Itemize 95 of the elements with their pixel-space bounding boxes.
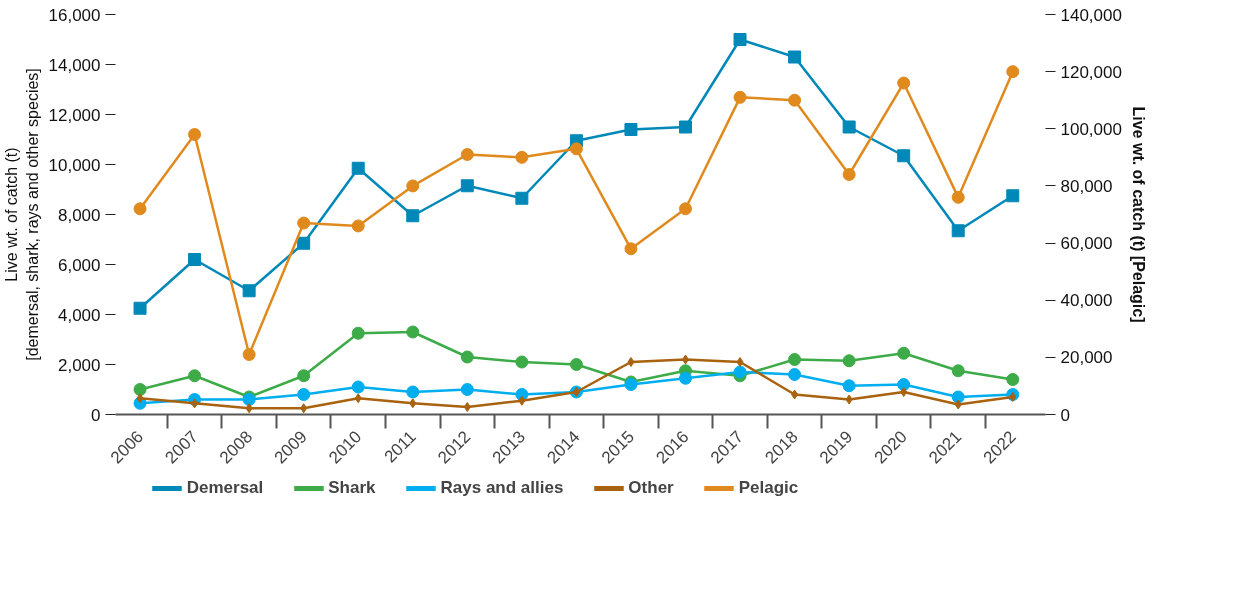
point (133, 202, 147, 216)
point (351, 219, 365, 233)
point (951, 224, 965, 238)
point (406, 325, 420, 339)
point (1009, 392, 1017, 402)
point (463, 402, 471, 412)
point (627, 357, 635, 367)
legend-label: Rays and allies (440, 478, 564, 498)
point (733, 90, 747, 104)
y-tick-label: 12,000 (48, 105, 101, 125)
point (679, 202, 692, 216)
point (515, 150, 529, 164)
point (242, 284, 256, 298)
y-tick-label: 8,000 (57, 205, 101, 225)
point (406, 179, 420, 193)
point (624, 123, 638, 136)
point (788, 353, 802, 366)
point (297, 216, 311, 230)
y2-tick-label: 60,000 (1060, 234, 1113, 254)
point (460, 179, 474, 193)
y-tick-label: 10,000 (48, 155, 101, 175)
y2-tick-label: 20,000 (1060, 348, 1113, 368)
point (897, 378, 911, 391)
y2-tick-label: 40,000 (1060, 291, 1113, 311)
point (188, 253, 202, 266)
point (136, 393, 144, 404)
point (460, 383, 474, 396)
point (351, 326, 365, 340)
point (191, 398, 199, 409)
point (900, 387, 908, 397)
point (791, 389, 799, 400)
point (788, 50, 802, 64)
point (300, 403, 308, 414)
y-axis-title: Live wt. of catch (t) [demersal, shark, rays and other species] (3, 68, 41, 361)
point (951, 190, 965, 204)
point (569, 142, 583, 156)
point (406, 209, 420, 223)
y-tick-label: 0 (91, 405, 101, 425)
legend-label: Shark (328, 478, 376, 498)
point (842, 379, 856, 393)
point (679, 371, 692, 385)
y-tick-label: 2,000 (57, 355, 101, 375)
point (354, 393, 362, 404)
point (242, 348, 256, 361)
point (1006, 189, 1020, 203)
point (842, 120, 856, 134)
point (842, 354, 856, 368)
y2-tick-label: 140,000 (1060, 5, 1122, 25)
point (897, 149, 911, 163)
legend-label: Other (628, 478, 674, 498)
point (951, 390, 965, 404)
point (133, 383, 147, 396)
y2-axis-title: Live wt. of catch (t) [Pelagic] (1129, 106, 1147, 323)
point (188, 369, 202, 383)
y-tick-label: 6,000 (57, 255, 101, 275)
point (351, 161, 365, 175)
y-tick-label: 4,000 (57, 305, 101, 325)
point (351, 380, 365, 394)
point (297, 388, 311, 401)
y2-tick-label: 80,000 (1060, 176, 1113, 196)
point (188, 128, 202, 141)
y-tick-label: 14,000 (48, 55, 101, 75)
point (297, 236, 311, 250)
point (951, 364, 965, 378)
point (460, 350, 474, 364)
legend-label: Demersal (186, 478, 264, 498)
point (842, 168, 856, 181)
point (679, 120, 692, 134)
point (733, 33, 747, 46)
point (733, 365, 747, 379)
point (1006, 373, 1020, 386)
point (133, 301, 147, 315)
point (624, 242, 638, 256)
point (409, 398, 417, 409)
y-tick-label: 16,000 (48, 5, 101, 25)
y2-tick-label: 100,000 (1060, 119, 1122, 139)
legend-label: Pelagic (738, 478, 799, 498)
y2-tick-label: 0 (1060, 405, 1070, 425)
point (788, 368, 802, 381)
point (406, 385, 420, 399)
point (897, 76, 911, 90)
point (788, 93, 802, 107)
point (515, 355, 529, 369)
point (245, 403, 253, 414)
point (736, 357, 744, 367)
point (518, 395, 526, 406)
point (297, 369, 311, 383)
point (569, 358, 583, 371)
point (515, 191, 529, 205)
point (954, 399, 962, 410)
point (460, 148, 474, 161)
point (897, 346, 911, 360)
point (1006, 65, 1020, 79)
y2-tick-label: 120,000 (1060, 62, 1122, 82)
point (845, 394, 853, 405)
